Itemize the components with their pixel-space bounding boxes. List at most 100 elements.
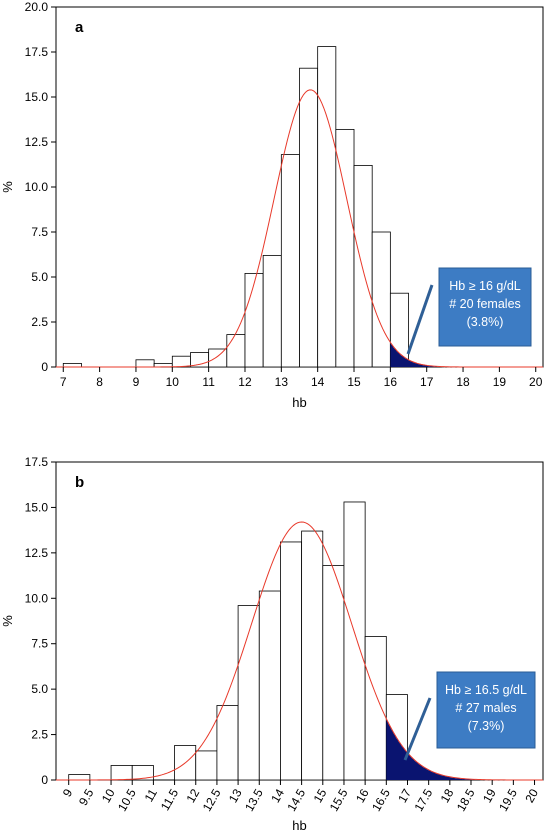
- panel-b-x-tick-label-0: 9: [60, 786, 76, 799]
- panel-a-callout-line-2: # 20 females: [449, 297, 521, 311]
- panel-b-bar-4: [195, 750, 218, 781]
- panel-a-y-tick-label-4: 10.0: [25, 180, 49, 194]
- panel-a-callout-line-1: Hb ≥ 16 g/dL: [449, 279, 521, 293]
- panel-a-bar-3: [171, 355, 191, 368]
- panel-a-y-axis: 0 2.5 5.0 7.5 10.0 12.5 15.0 17.5 20.0: [25, 0, 56, 374]
- panel-b-bar-5: [216, 705, 239, 781]
- panel-a-bars: [62, 46, 409, 368]
- panel-a-y-tick-label-7: 17.5: [25, 45, 49, 59]
- panel-b-y-tick-label-1: 2.5: [31, 728, 48, 742]
- panel-b-x-tick-label-8: 13: [226, 786, 245, 805]
- panel-b-y-axis: 0 2.5 5.0 7.5 10.0 12.5 15.0 17.5: [25, 455, 56, 787]
- panel-b-bar-2: [131, 765, 154, 781]
- panel-a-x-tick-label-12: 19: [493, 375, 507, 389]
- panel-a-callout-box: [438, 267, 532, 347]
- panel-a-tail-area: [390, 342, 500, 367]
- panel-b-x-tick-label-20: 19: [480, 786, 499, 805]
- panel-b-x-tick-label-10: 14: [268, 786, 287, 805]
- panel-b-x-axis-label: hb: [292, 818, 306, 833]
- panel-b-x-tick-label-21: 19.5: [496, 786, 520, 814]
- panel-a-y-tick-label-2: 5.0: [31, 270, 48, 284]
- panel-a-x-tick-label-8: 15: [347, 375, 361, 389]
- panel-a-histogram: 7 8 9 10 11 12 13 14 15 16 17 18 19 20 0 2.5 5.0 7.5 10.0…: [0, 0, 544, 410]
- panel-a-curve-line: [56, 89, 543, 368]
- panel-a-bar-8: [262, 254, 282, 368]
- panel-a-y-tick-label-8: 20.0: [25, 0, 49, 14]
- panel-b-letter: b: [75, 474, 84, 491]
- panel-a-x-tick-label-4: 11: [202, 375, 215, 389]
- panel-a-x-tick-label-9: 16: [384, 375, 398, 389]
- panel-b-x-tick-label-4: 11: [142, 786, 161, 804]
- panel-b-callout-line-1: Hb ≥ 16.5 g/dL: [445, 683, 527, 697]
- panel-a-callout-pointer: [406, 284, 434, 355]
- panel-a-bar-9: [280, 154, 300, 368]
- panel-a-y-tick-label-0: 0: [41, 360, 48, 374]
- panel-b-x-tick-label-19: 18.5: [454, 786, 478, 814]
- panel-a-bar-13: [353, 164, 373, 368]
- panel-a-x-tick-label-1: 8: [96, 375, 103, 389]
- panel-a-bar-12: [335, 128, 355, 368]
- panel-a-bar-14: [371, 231, 391, 368]
- panel-a-bar-6: [226, 334, 246, 368]
- panel-b-y-tick-label-5: 12.5: [25, 546, 49, 560]
- panel-b-x-tick-label-13: 15.5: [327, 786, 351, 814]
- panel-a-x-tick-label-10: 17: [420, 375, 434, 389]
- panel-a-normal-curve: [56, 89, 543, 368]
- panel-b-bar-7: [258, 590, 281, 781]
- panel-b-tail-area: [386, 718, 535, 780]
- panel-b-x-tick-label-17: 17.5: [411, 786, 435, 814]
- panel-b-curve-line: [55, 521, 544, 781]
- panel-a-y-tick-label-6: 15.0: [25, 90, 49, 104]
- panel-a-y-tick-label-1: 2.5: [31, 315, 48, 329]
- panel-b-bar-9: [301, 530, 324, 781]
- panel-a-x-tick-label-11: 18: [456, 375, 470, 389]
- panel-b-y-axis-label: %: [0, 615, 15, 627]
- panel-b-bars: [68, 501, 408, 781]
- panel-a-y-tick-label-5: 12.5: [25, 135, 49, 149]
- panel-a-callout-line-3: (3.8%): [467, 315, 504, 329]
- panel-b-x-tick-label-5: 11.5: [158, 786, 182, 813]
- panel-b-bar-11: [343, 501, 366, 781]
- panel-a-bar-10: [299, 67, 319, 368]
- panel-a-callout: Hb ≥ 16 g/dL # 20 females (3.8%): [406, 267, 532, 355]
- panel-b-x-tick-label-7: 12.5: [200, 786, 224, 814]
- panel-b-callout: Hb ≥ 16.5 g/dL # 27 males (7.3%): [403, 671, 536, 761]
- panel-a-y-tick-label-3: 7.5: [31, 225, 48, 239]
- panel-b-x-tick-label-12: 15: [311, 786, 330, 805]
- panel-a-x-tick-label-7: 14: [311, 375, 325, 389]
- panel-a-x-tick-label-6: 13: [275, 375, 289, 389]
- panel-b-callout-line-3: (7.3%): [468, 719, 505, 733]
- panel-b-x-tick-label-22: 20: [522, 786, 541, 805]
- panel-b-x-tick-label-14: 16: [353, 786, 372, 805]
- panel-b-bar-1: [110, 765, 133, 781]
- panel-a-y-axis-label: %: [0, 181, 15, 193]
- panel-b-x-tick-label-1: 9.5: [76, 786, 97, 808]
- panel-b-y-tick-label-4: 10.0: [25, 591, 49, 605]
- panel-a-x-axis-label: hb: [292, 395, 306, 410]
- panel-a-bar-1: [135, 359, 155, 368]
- panel-b-y-tick-label-2: 5.0: [31, 682, 48, 696]
- panel-b-bar-12: [364, 636, 387, 781]
- panel-b-normal-curve: [55, 521, 544, 781]
- panel-b-x-tick-label-11: 14.5: [284, 786, 308, 814]
- panel-a-bar-11: [317, 46, 337, 368]
- panel-b-callout-pointer: [403, 697, 432, 761]
- panel-b-x-tick-label-9: 13.5: [242, 786, 266, 814]
- panel-b-y-tick-label-6: 15.0: [25, 500, 49, 514]
- panel-a-bar-5: [208, 348, 228, 368]
- panel-b-x-tick-label-16: 17: [395, 786, 414, 805]
- panel-b-x-tick-label-18: 18: [438, 786, 457, 805]
- panel-b-y-tick-label-3: 7.5: [31, 637, 48, 651]
- panel-a-x-tick-label-13: 20: [529, 375, 543, 389]
- panel-a-bar-0: [62, 362, 82, 368]
- panel-b-x-tick-label-3: 10.5: [115, 786, 139, 814]
- panel-b-callout-box: [436, 671, 536, 749]
- panel-b-bar-0: [68, 774, 91, 781]
- panel-b-bar-8: [280, 541, 303, 781]
- panel-a-letter: a: [75, 19, 84, 36]
- panel-b-bar-10: [322, 565, 345, 781]
- panel-b-x-tick-label-15: 16.5: [369, 786, 393, 814]
